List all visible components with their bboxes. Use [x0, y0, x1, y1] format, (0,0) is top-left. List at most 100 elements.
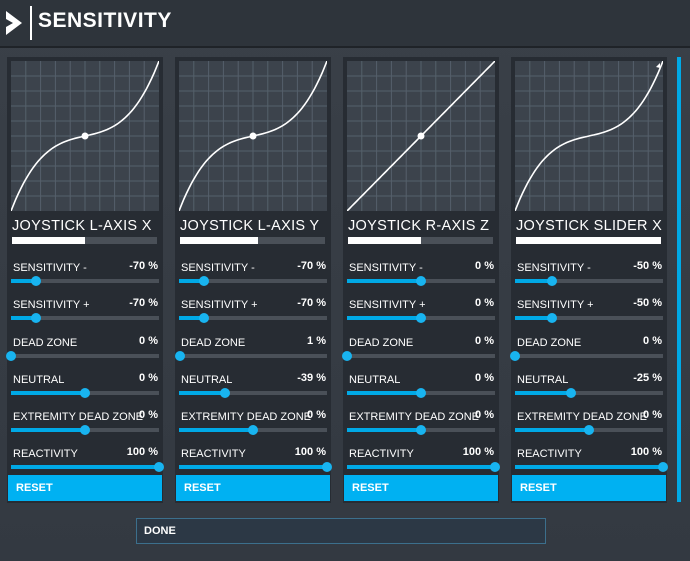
slider-thumb[interactable] [80, 388, 90, 398]
setting-slider[interactable] [11, 316, 159, 320]
setting-label: EXTREMITY DEAD ZONE [349, 411, 479, 423]
setting-label: DEAD ZONE [181, 337, 246, 349]
setting-value: 100 % [126, 446, 158, 458]
setting-slider[interactable] [347, 465, 495, 469]
slider-thumb[interactable] [219, 388, 230, 398]
slider-thumb[interactable] [490, 462, 500, 472]
setting-value: -50 % [633, 297, 662, 309]
slider-thumb[interactable] [510, 351, 520, 361]
slider-thumb[interactable] [584, 425, 594, 435]
slider-fill [515, 391, 572, 395]
setting-slider[interactable] [179, 465, 327, 469]
setting-row: DEAD ZONE 0 % [342, 335, 495, 367]
slider-fill [347, 316, 421, 320]
header-bar: SENSITIVITY [0, 0, 690, 48]
slider-thumb[interactable] [547, 313, 557, 323]
slider-thumb[interactable] [199, 276, 210, 286]
setting-row: NEUTRAL -25 % [515, 372, 663, 404]
slider-thumb[interactable] [31, 313, 42, 323]
axis-card: JOYSTICK SLIDER X SENSITIVITY - -50 % SENSI… [510, 57, 668, 503]
setting-slider[interactable] [179, 279, 327, 283]
setting-value: 0 % [475, 260, 494, 272]
setting-row: SENSITIVITY - -70 % [11, 260, 159, 292]
setting-row: REACTIVITY 100 % [11, 446, 164, 478]
slider-thumb[interactable] [342, 351, 352, 361]
reset-button[interactable]: RESET [512, 475, 666, 501]
slider-thumb[interactable] [6, 351, 16, 361]
setting-value: 0 % [475, 297, 494, 309]
axis-name: JOYSTICK R-AXIS Z [348, 218, 490, 234]
slider-fill [11, 428, 85, 432]
slider-thumb[interactable] [416, 313, 426, 323]
axis-card: JOYSTICK L-AXIS Y SENSITIVITY - -70 % SENSI… [175, 57, 332, 503]
curve-center-point [81, 132, 89, 140]
curve-svg [347, 61, 495, 211]
slider-fill [11, 465, 159, 469]
slider-thumb[interactable] [416, 388, 426, 398]
setting-row: SENSITIVITY - -50 % [515, 260, 663, 292]
slider-thumb[interactable] [154, 462, 164, 472]
setting-row: NEUTRAL 0 % [11, 372, 159, 404]
input-range-bar [516, 237, 661, 244]
slider-thumb[interactable] [80, 425, 90, 435]
slider-thumb[interactable] [416, 425, 426, 435]
scrollbar[interactable] [677, 57, 681, 502]
setting-slider[interactable] [515, 354, 663, 358]
slider-thumb[interactable] [547, 276, 557, 286]
slider-thumb[interactable] [175, 351, 186, 361]
slider-fill [347, 391, 421, 395]
setting-slider[interactable] [179, 391, 327, 395]
response-curve-graph [179, 61, 327, 211]
setting-value: -70 % [129, 297, 158, 309]
setting-row: SENSITIVITY - 0 % [347, 260, 495, 292]
setting-row: DEAD ZONE 0 % [510, 335, 663, 367]
response-curve [515, 61, 663, 211]
axis-card: JOYSTICK R-AXIS Z SENSITIVITY -0 % SENSITI… [342, 57, 500, 503]
slider-thumb[interactable] [199, 313, 210, 323]
setting-slider[interactable] [515, 316, 663, 320]
setting-label: SENSITIVITY - [181, 262, 255, 274]
setting-value: -70 % [297, 260, 326, 272]
setting-slider[interactable] [11, 354, 159, 358]
curve-center-point [249, 132, 257, 140]
setting-slider[interactable] [11, 465, 159, 469]
setting-label: REACTIVITY [517, 448, 582, 460]
reset-button[interactable]: RESET [344, 475, 498, 501]
setting-value: 0 % [139, 335, 158, 347]
reset-button[interactable]: RESET [176, 475, 330, 501]
slider-thumb[interactable] [566, 388, 577, 398]
slider-thumb[interactable] [31, 276, 42, 286]
response-curve-graph [11, 61, 159, 211]
slider-fill [11, 316, 37, 320]
slider-thumb[interactable] [322, 462, 332, 472]
setting-row: EXTREMITY DEAD ZONE 0 % [347, 409, 495, 441]
setting-slider[interactable] [11, 279, 159, 283]
curve-svg [179, 61, 327, 211]
setting-value: 100 % [462, 446, 494, 458]
setting-slider[interactable] [179, 316, 327, 320]
setting-slider[interactable] [515, 279, 663, 283]
slider-thumb[interactable] [658, 462, 668, 472]
input-range-bar [348, 237, 493, 244]
setting-slider[interactable] [515, 391, 663, 395]
setting-label: SENSITIVITY - [517, 262, 591, 274]
slider-fill [179, 428, 253, 432]
setting-label: NEUTRAL [349, 374, 401, 386]
response-curve-graph [515, 61, 663, 211]
setting-value: 0 % [475, 409, 494, 421]
setting-slider[interactable] [515, 465, 663, 469]
slider-fill [347, 279, 421, 283]
setting-row: SENSITIVITY + -70 % [11, 297, 159, 329]
reset-button[interactable]: RESET [8, 475, 162, 501]
slider-fill [515, 428, 589, 432]
setting-value: 100 % [630, 446, 662, 458]
setting-label: SENSITIVITY + [181, 299, 258, 311]
setting-label: NEUTRAL [181, 374, 233, 386]
done-button[interactable]: DONE [136, 518, 546, 544]
setting-slider[interactable] [179, 354, 327, 358]
slider-thumb[interactable] [248, 425, 258, 435]
setting-slider[interactable] [347, 354, 495, 358]
curve-svg [515, 61, 663, 211]
slider-thumb[interactable] [416, 276, 426, 286]
